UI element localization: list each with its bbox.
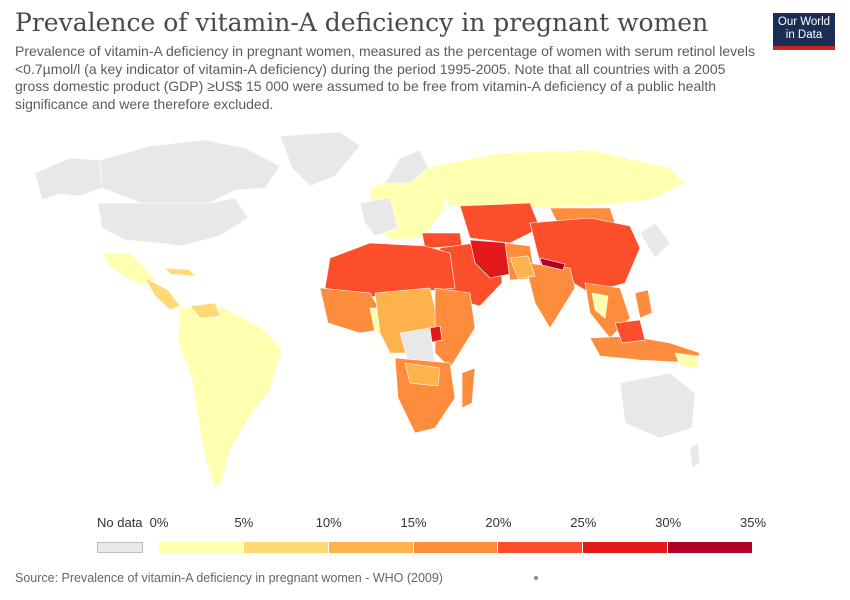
- logo-line-2: in Data: [773, 29, 835, 42]
- map-region-australia[interactable]: [620, 373, 695, 438]
- legend-tick-label: 5%: [234, 515, 253, 530]
- map-region-canada[interactable]: [100, 140, 280, 203]
- legend-tick-label: 10%: [316, 515, 342, 530]
- map-region-russia[interactable]: [435, 150, 685, 208]
- source-note[interactable]: Source: Prevalence of vitamin-A deficien…: [15, 571, 443, 585]
- legend-tick-label: 30%: [655, 515, 681, 530]
- owid-logo[interactable]: Our World in Data: [773, 13, 835, 50]
- map-region-greenland[interactable]: [280, 132, 360, 186]
- legend-tick-label: 15%: [401, 515, 427, 530]
- map-region-philippines[interactable]: [635, 290, 652, 318]
- legend-tick-label: 25%: [570, 515, 596, 530]
- map-region-usa[interactable]: [98, 198, 248, 246]
- map-region-east-africa[interactable]: [435, 288, 475, 368]
- logo-line-1: Our World: [773, 16, 835, 29]
- legend-tick-label: 35%: [740, 515, 766, 530]
- map-region-central-asia[interactable]: [460, 203, 540, 243]
- legend-bin-2[interactable]: [329, 542, 414, 553]
- map-region-new-zealand[interactable]: [690, 443, 700, 468]
- chart-subtitle: Prevalence of vitamin-A deficiency in pr…: [15, 43, 760, 113]
- legend-bin-5[interactable]: [583, 542, 668, 553]
- legend-no-data-label: No data: [97, 515, 143, 530]
- world-map[interactable]: [30, 128, 700, 498]
- timeline-dot-icon: [534, 576, 538, 580]
- chart-title: Prevalence of vitamin-A deficiency in pr…: [15, 8, 708, 37]
- legend-tick-label: 0%: [150, 515, 169, 530]
- legend: No data 0% 5% 10% 15% 20% 25% 30% 35%: [0, 505, 850, 565]
- legend-bin-0[interactable]: [159, 542, 244, 553]
- map-region-central-america[interactable]: [145, 278, 180, 310]
- map-region-madagascar[interactable]: [462, 368, 475, 408]
- map-region-uganda[interactable]: [430, 326, 442, 342]
- map-region-png[interactable]: [675, 353, 698, 368]
- legend-bin-4[interactable]: [498, 542, 583, 553]
- map-region-cuba[interactable]: [165, 268, 195, 276]
- map-region-alaska[interactable]: [35, 158, 102, 200]
- legend-bin-3[interactable]: [414, 542, 499, 553]
- legend-tick-label: 20%: [485, 515, 511, 530]
- legend-bin-6[interactable]: [668, 542, 753, 553]
- map-region-south-america[interactable]: [178, 306, 282, 488]
- legend-bin-1[interactable]: [244, 542, 329, 553]
- map-region-korea-japan[interactable]: [640, 223, 670, 258]
- legend-no-data-swatch[interactable]: [97, 542, 143, 553]
